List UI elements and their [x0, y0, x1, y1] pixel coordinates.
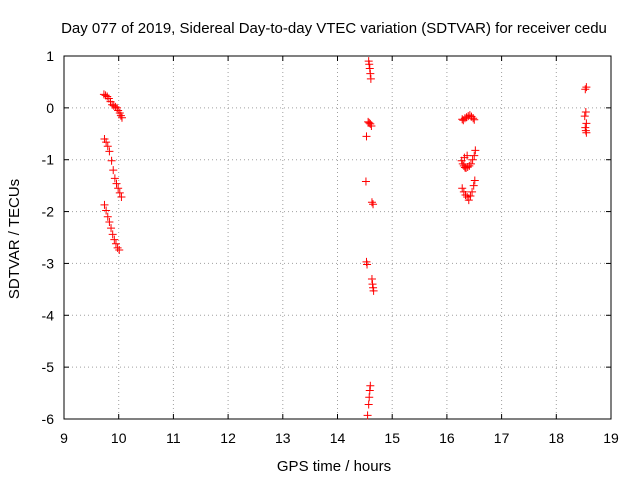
data-point — [103, 92, 112, 101]
data-point — [581, 126, 590, 135]
x-tick-label: 18 — [549, 430, 565, 446]
data-point — [366, 74, 375, 83]
data-point — [470, 115, 479, 124]
data-point — [110, 235, 119, 244]
data-point — [470, 176, 479, 185]
x-tick-label: 13 — [275, 430, 291, 446]
y-tick-label: -5 — [42, 359, 55, 375]
data-point — [462, 113, 471, 122]
y-tick-label: -1 — [42, 152, 55, 168]
data-point — [367, 198, 376, 207]
data-point — [581, 108, 590, 117]
data-point — [460, 114, 469, 123]
data-point — [458, 184, 467, 193]
data-point — [363, 411, 372, 420]
data-point — [108, 100, 117, 109]
y-tick-label: -3 — [42, 255, 55, 271]
data-point — [110, 174, 119, 183]
data-point — [362, 132, 371, 141]
data-point — [111, 239, 120, 248]
data-point — [369, 286, 378, 295]
y-tick-label: 0 — [46, 100, 54, 116]
data-point — [464, 112, 473, 121]
data-point — [100, 200, 109, 209]
data-point — [461, 190, 470, 199]
data-point — [369, 200, 378, 209]
y-axis-label: SDTVAR / TECUs — [6, 179, 23, 299]
data-point — [103, 142, 112, 151]
data-point — [363, 260, 372, 269]
grid — [64, 56, 611, 419]
data-point — [108, 230, 117, 239]
data-point — [366, 119, 375, 128]
x-tick-label: 17 — [494, 430, 510, 446]
data-point — [581, 85, 590, 94]
data-point — [366, 381, 375, 390]
data-point — [107, 224, 116, 233]
data-point — [582, 128, 591, 137]
data-point — [113, 243, 122, 252]
data-point — [102, 138, 111, 147]
data-point — [462, 164, 471, 173]
data-point — [364, 400, 373, 409]
data-point — [471, 146, 480, 155]
data-point — [109, 166, 118, 175]
data-point — [115, 245, 124, 254]
y-tick-label: -6 — [42, 411, 55, 427]
data-point — [99, 90, 108, 99]
x-tick-label: 16 — [439, 430, 455, 446]
x-tick-label: 14 — [330, 430, 346, 446]
data-point — [465, 161, 474, 170]
data-point — [582, 83, 591, 92]
data-point — [115, 188, 124, 197]
data-point — [365, 60, 374, 69]
data-point — [582, 119, 591, 128]
data-point — [365, 386, 374, 395]
data-point — [367, 274, 376, 283]
x-tick-label: 9 — [60, 430, 68, 446]
data-point — [365, 64, 374, 73]
x-tick-label: 10 — [111, 430, 127, 446]
chart-title: Day 077 of 2019, Sidereal Day-to-day VTE… — [61, 20, 607, 37]
data-point — [109, 101, 118, 110]
data-point — [580, 112, 589, 121]
x-tick-label: 19 — [603, 430, 619, 446]
data-point — [112, 179, 121, 188]
data-point — [366, 69, 375, 78]
data-point — [464, 196, 473, 205]
data-point — [361, 177, 370, 186]
data-point — [367, 122, 376, 131]
data-point — [105, 217, 114, 226]
y-tick-label: -2 — [42, 204, 55, 220]
data-point — [469, 114, 478, 123]
data-point — [114, 184, 123, 193]
data-point — [469, 181, 478, 190]
x-tick-label: 15 — [384, 430, 400, 446]
data-point — [365, 393, 374, 402]
data-point — [470, 151, 479, 160]
data-point — [116, 111, 125, 120]
data-point — [468, 187, 477, 196]
data-point — [466, 159, 475, 168]
x-tick-label: 11 — [166, 430, 181, 446]
data-point — [102, 206, 111, 215]
x-tick-label: 12 — [220, 430, 236, 446]
y-tick-label: -4 — [42, 307, 55, 323]
data-point — [107, 156, 116, 165]
data-point — [463, 151, 472, 160]
data-point — [117, 113, 126, 122]
data-point — [466, 192, 475, 201]
data-points — [99, 57, 591, 420]
data-point — [117, 193, 126, 202]
data-point — [368, 280, 377, 289]
y-tick-label: 1 — [46, 48, 54, 64]
data-point — [103, 212, 112, 221]
data-point — [468, 155, 477, 164]
data-point — [105, 147, 114, 156]
x-axis-label: GPS time / hours — [277, 458, 391, 475]
